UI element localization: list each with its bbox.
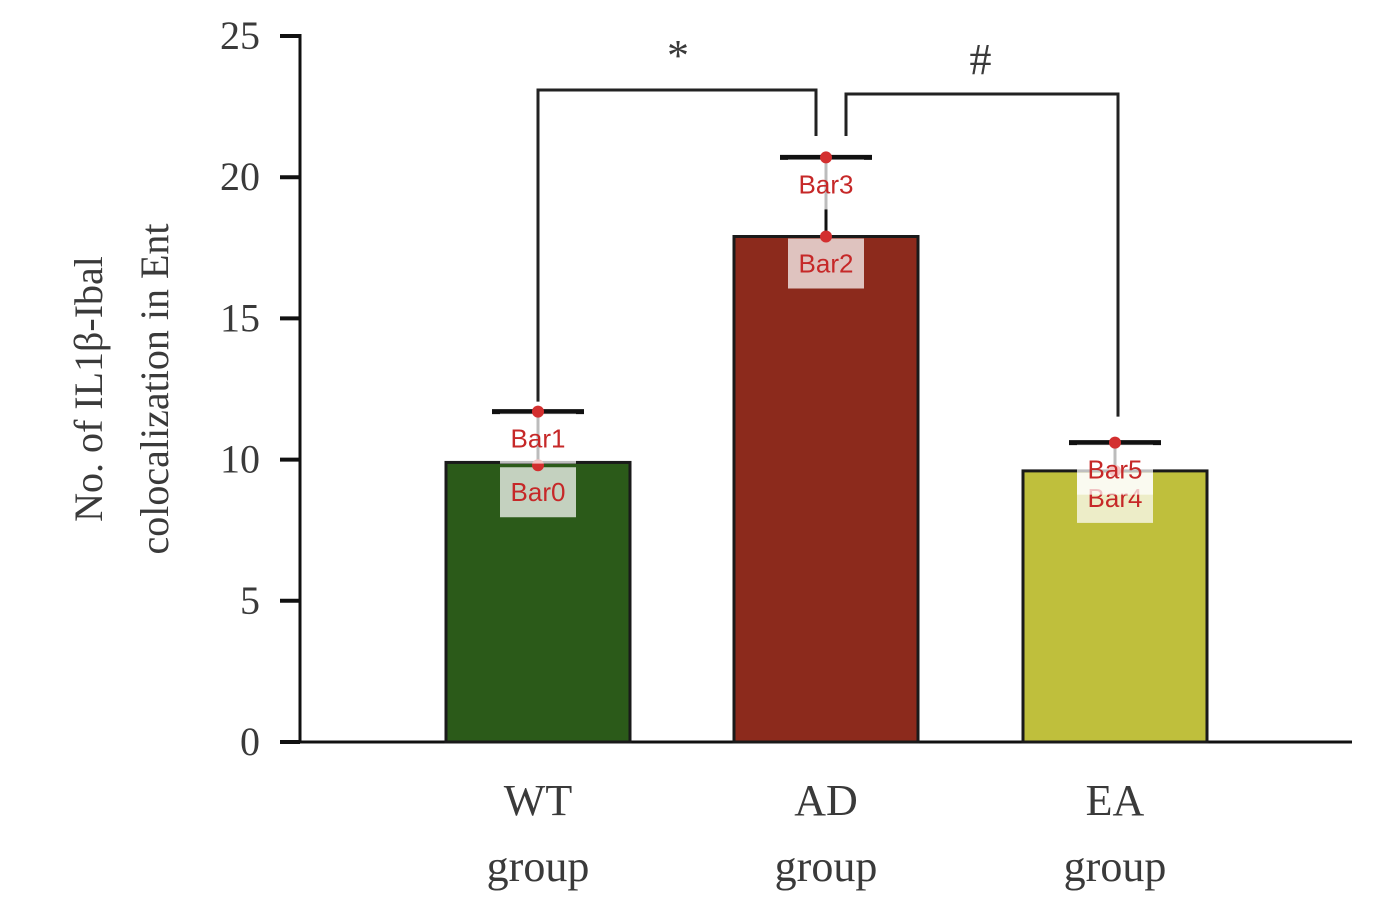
point-label-background [788, 159, 864, 210]
point-label-background [1077, 444, 1153, 495]
bar [732, 235, 920, 744]
significance-label: # [970, 35, 992, 84]
y-axis-title-line: No. of IL1β-Ibal [66, 256, 111, 522]
point-marker [820, 151, 832, 164]
x-tick-label: AD [794, 776, 858, 825]
significance-bracket [844, 92, 1120, 417]
significance-brackets: * # [536, 31, 1120, 417]
point-label: Bar2 [799, 249, 854, 279]
point-label-background [788, 238, 864, 289]
y-axis-title-line: colocalization in Ent [132, 224, 177, 555]
x-tick-label: group [1064, 842, 1167, 891]
x-axis: WT group AD group EA group [280, 740, 1352, 891]
point-marker [820, 230, 832, 243]
point-marker [1109, 436, 1121, 449]
x-tick-label: EA [1086, 776, 1145, 825]
significance-bracket [536, 88, 818, 402]
y-tick-label: 10 [220, 437, 260, 482]
x-tick-label: group [487, 842, 590, 891]
point-marker [532, 405, 544, 418]
point-label-background [500, 467, 576, 518]
y-axis: 0 5 10 15 20 25 [220, 13, 302, 764]
y-tick-label: 20 [220, 154, 260, 199]
y-tick-label: 15 [220, 295, 260, 340]
y-tick-label: 25 [220, 13, 260, 58]
bars [444, 235, 1209, 744]
y-axis-title: No. of IL1β-Ibal colocalization in Ent [66, 224, 177, 555]
point-label: Bar1 [511, 424, 566, 454]
point-label: Bar5 [1088, 455, 1143, 485]
significance-label: * [667, 31, 689, 80]
x-tick-label: group [775, 842, 878, 891]
y-tick-label: 0 [240, 719, 260, 764]
point-label: Bar0 [511, 477, 566, 507]
point-label: Bar3 [799, 169, 854, 199]
y-tick-label: 5 [240, 578, 260, 623]
point-label-background [500, 413, 576, 464]
x-tick-label: WT [504, 776, 573, 825]
